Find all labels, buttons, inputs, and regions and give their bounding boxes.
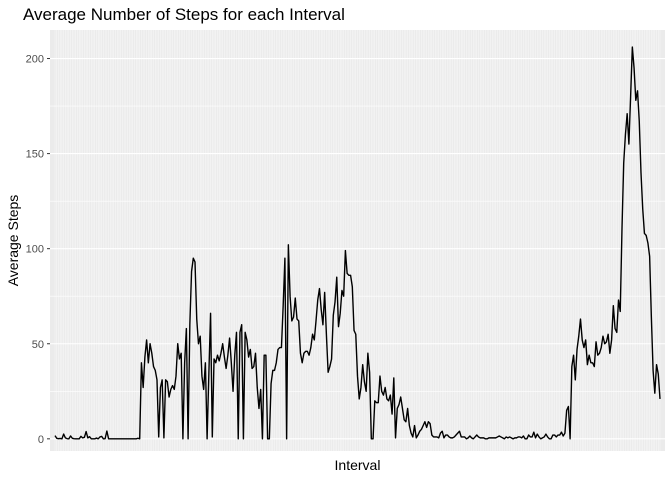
y-tick-label: 150 <box>26 149 44 161</box>
series-layer <box>54 46 661 440</box>
x-axis-title: Interval <box>335 457 381 473</box>
y-tick-label: 200 <box>26 54 44 66</box>
chart-title: Average Number of Steps for each Interva… <box>23 5 345 24</box>
steps-series-line <box>54 46 661 440</box>
y-tick-label: 50 <box>32 339 44 351</box>
y-tick-label: 100 <box>26 244 44 256</box>
y-axis: 0 50 100 150 200 <box>26 54 50 446</box>
y-axis-title: Average Steps <box>5 195 21 287</box>
y-tick-label: 0 <box>38 434 44 446</box>
